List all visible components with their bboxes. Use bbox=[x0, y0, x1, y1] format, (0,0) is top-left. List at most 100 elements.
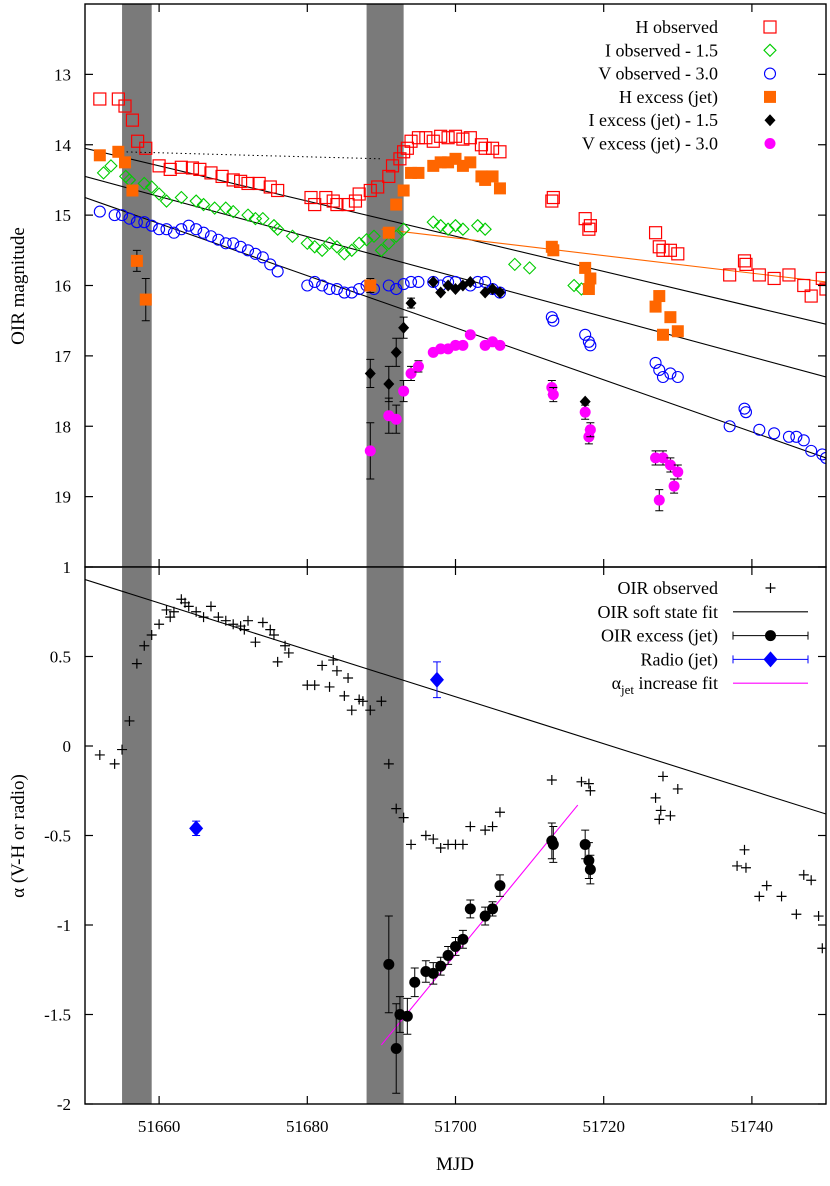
fit-line-2 bbox=[380, 804, 579, 1046]
point-h-observed bbox=[174, 160, 188, 174]
point-v-observed-3-0 bbox=[579, 328, 592, 341]
point-oir-excess-jet bbox=[450, 940, 461, 952]
point-h-observed bbox=[308, 197, 322, 212]
point-oir-observed bbox=[154, 619, 165, 630]
point-i-observed-1-5 bbox=[448, 218, 463, 233]
point-oir-observed bbox=[791, 909, 802, 920]
point-i-observed-1-5 bbox=[241, 208, 255, 222]
point-i-observed-1-5 bbox=[330, 240, 344, 254]
point-i-excess-jet-1-5 bbox=[427, 275, 439, 288]
point-h-observed bbox=[546, 190, 560, 205]
point-oir-excess-jet bbox=[494, 880, 506, 892]
point-v-excess-jet-3-0 bbox=[457, 339, 469, 351]
point-i-excess-jet-1-5 bbox=[364, 367, 376, 380]
point-v-observed-3-0 bbox=[739, 406, 753, 419]
point-h-observed bbox=[226, 173, 240, 187]
legend-marker bbox=[765, 583, 776, 593]
point-oir-observed bbox=[657, 771, 668, 782]
point-oir-observed bbox=[798, 869, 809, 880]
legend-marker bbox=[764, 114, 776, 127]
point-h-observed bbox=[797, 278, 811, 293]
point-oir-observed bbox=[739, 844, 750, 855]
point-h-observed bbox=[204, 166, 218, 180]
point-h-observed bbox=[363, 183, 377, 198]
point-h-observed bbox=[782, 268, 796, 282]
point-v-observed-3-0 bbox=[175, 223, 188, 236]
legend-marker bbox=[763, 20, 777, 34]
x-tick-label: 51660 bbox=[138, 1117, 181, 1136]
point-oir-observed bbox=[365, 705, 376, 716]
point-oir-observed bbox=[583, 778, 594, 789]
point-oir-excess-jet bbox=[479, 910, 491, 922]
point-oir-excess-jet bbox=[584, 864, 596, 876]
point-h-observed bbox=[241, 176, 255, 191]
legend-label: OIR excess (jet) bbox=[601, 626, 718, 647]
point-radio-jet bbox=[189, 820, 204, 837]
point-oir-excess-jet bbox=[579, 838, 591, 850]
point-i-observed-1-5 bbox=[104, 159, 118, 173]
point-h-observed bbox=[463, 131, 477, 145]
y-tick-label: 17 bbox=[54, 347, 72, 366]
point-v-observed-3-0 bbox=[93, 205, 106, 218]
x-tick-label: 51680 bbox=[286, 1117, 329, 1136]
x-tick-label: 51720 bbox=[582, 1117, 625, 1136]
point-v-observed-3-0 bbox=[397, 278, 410, 291]
point-v-observed-3-0 bbox=[227, 237, 240, 250]
shaded-band bbox=[122, 567, 152, 1104]
point-v-excess-jet-3-0 bbox=[364, 445, 376, 457]
point-i-observed-1-5 bbox=[322, 236, 337, 251]
point-v-observed-3-0 bbox=[301, 279, 314, 292]
point-oir-observed bbox=[457, 839, 468, 850]
point-i-observed-1-5 bbox=[374, 243, 389, 258]
point-oir-observed bbox=[165, 612, 176, 623]
point-oir-observed bbox=[776, 891, 787, 902]
point-v-observed-3-0 bbox=[204, 230, 218, 243]
point-v-excess-jet-3-0 bbox=[653, 494, 665, 506]
point-oir-observed bbox=[420, 830, 431, 841]
point-h-observed bbox=[441, 131, 455, 145]
shaded-band bbox=[366, 567, 404, 1104]
point-v-observed-3-0 bbox=[671, 370, 684, 384]
point-h-excess-jet bbox=[464, 156, 477, 169]
point-v-observed-3-0 bbox=[249, 247, 262, 260]
point-v-observed-3-0 bbox=[723, 420, 736, 433]
y-tick-label: 0.5 bbox=[50, 648, 71, 667]
point-h-observed bbox=[252, 176, 266, 191]
point-i-observed-1-5 bbox=[144, 180, 159, 194]
shaded-intervals bbox=[122, 567, 404, 1104]
top-panel: 13 14 15 16 17 18 19 OIR magnitude H observed I… bbox=[8, 3, 827, 568]
point-h-observed bbox=[118, 99, 132, 113]
legend-label: OIR soft state fit bbox=[598, 602, 718, 622]
point-h-observed bbox=[485, 141, 500, 155]
point-i-excess-jet-1-5 bbox=[579, 395, 591, 408]
point-i-observed-1-5 bbox=[307, 240, 322, 254]
point-h-observed bbox=[652, 240, 666, 254]
y-tick-label: 14 bbox=[54, 136, 72, 155]
point-v-observed-3-0 bbox=[649, 356, 662, 369]
point-oir-observed bbox=[139, 640, 150, 651]
point-i-observed-1-5 bbox=[189, 194, 203, 208]
x-axis-label: MJD bbox=[436, 1154, 474, 1175]
point-h-observed bbox=[478, 141, 492, 155]
point-v-observed-3-0 bbox=[404, 275, 418, 289]
point-v-excess-jet-3-0 bbox=[579, 406, 591, 418]
point-h-observed bbox=[304, 190, 318, 205]
point-h-observed bbox=[582, 222, 596, 236]
point-h-observed bbox=[215, 169, 229, 184]
point-h-observed bbox=[352, 187, 366, 201]
point-h-observed bbox=[819, 282, 826, 296]
point-h-excess-jet bbox=[656, 328, 669, 341]
point-h-excess-jet bbox=[671, 325, 684, 338]
bottom-x-ticks: 51660 51680 51700 51720 51740 bbox=[138, 567, 773, 1136]
point-oir-observed bbox=[250, 637, 261, 648]
point-v-observed-3-0 bbox=[182, 219, 195, 232]
point-v-observed-3-0 bbox=[197, 226, 210, 239]
point-i-excess-jet-1-5 bbox=[383, 378, 395, 391]
y-tick-label: -0.5 bbox=[44, 827, 71, 846]
point-h-excess-jet bbox=[412, 166, 425, 179]
point-oir-observed bbox=[146, 630, 157, 641]
point-h-observed bbox=[326, 194, 340, 208]
point-h-excess-jet bbox=[397, 184, 410, 197]
point-oir-observed bbox=[391, 803, 402, 814]
